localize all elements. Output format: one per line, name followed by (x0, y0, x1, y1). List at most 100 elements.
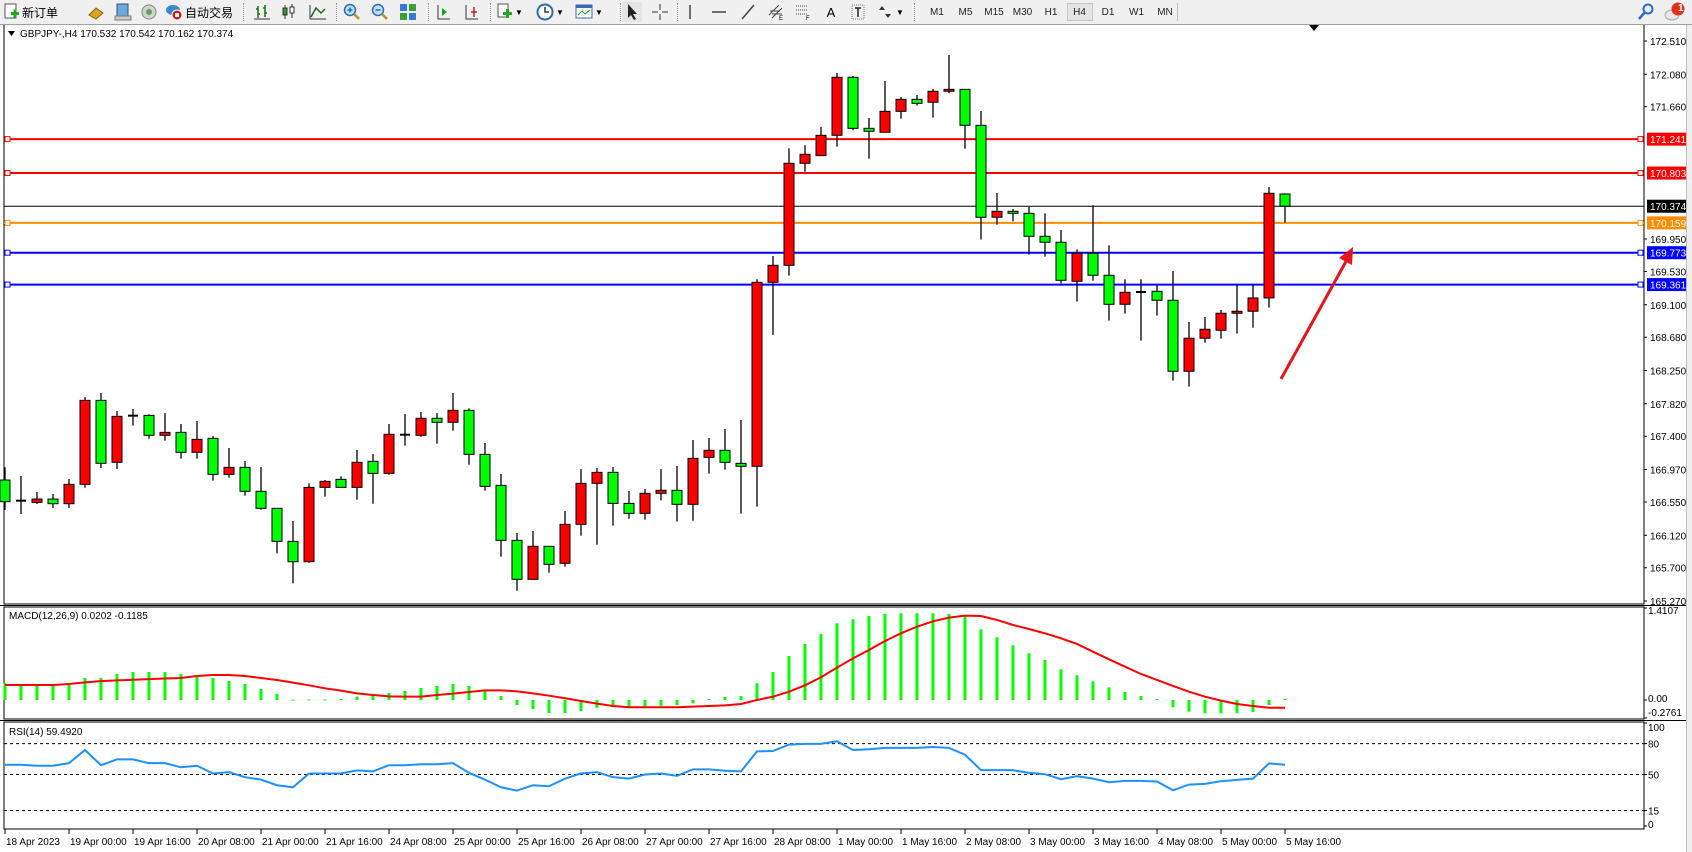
candle (175, 424, 187, 459)
macd-histogram-bar (851, 619, 855, 700)
macd-histogram-bar (963, 616, 967, 700)
autoscroll-button[interactable] (461, 2, 481, 22)
candle-body (751, 281, 763, 467)
macd-histogram-bar (819, 634, 823, 700)
candle-body (543, 545, 555, 565)
macd-histogram-bar (643, 699, 647, 707)
candle (1215, 309, 1227, 339)
fibonacci-tool-button[interactable]: F (793, 2, 813, 22)
autotrading-button[interactable]: 自动交易 (165, 2, 233, 22)
equidistant-channel-tool-button[interactable]: E (766, 2, 786, 22)
zoom-out-button[interactable] (370, 2, 390, 22)
timeframe-m15[interactable]: M15 (984, 6, 1004, 18)
text-tool-button[interactable]: A (821, 2, 841, 22)
candlestick-icon (282, 4, 295, 19)
candle (0, 467, 11, 511)
candle-body (463, 409, 475, 455)
candle-body (303, 486, 315, 563)
data-window-button[interactable] (113, 2, 133, 22)
candle-body (591, 471, 603, 484)
macd-histogram-bar (99, 678, 103, 700)
periods-dropdown[interactable]: ▼ (535, 2, 565, 22)
timeframe-d1[interactable]: D1 (1101, 6, 1115, 18)
symbol-menu-triangle-icon[interactable] (8, 31, 15, 36)
fibonacci-icon: F (796, 5, 810, 21)
candle-body (111, 415, 123, 463)
candle (511, 533, 523, 591)
timeframe-h1[interactable]: H1 (1044, 6, 1058, 18)
bar-chart-button[interactable] (252, 2, 272, 22)
candle (1247, 284, 1259, 328)
arrows-dropdown[interactable]: ▼ (876, 2, 906, 22)
macd-histogram-bar (515, 699, 519, 706)
candle-body (383, 433, 395, 474)
price-tick-label: 166.970 (1650, 466, 1687, 477)
macd-histogram-bar (1187, 699, 1191, 712)
notifications-button[interactable]: 1 (1662, 2, 1688, 22)
macd-histogram-bar (499, 696, 503, 700)
signals-button[interactable] (139, 2, 159, 22)
macd-histogram-bar (627, 699, 631, 707)
line-chart-button[interactable] (308, 2, 328, 22)
chart-shift-button[interactable] (433, 2, 453, 22)
horizontal-line-tool-button[interactable] (709, 2, 729, 22)
timeframe-mn[interactable]: MN (1157, 6, 1173, 18)
crosshair-tool-button[interactable] (650, 2, 670, 22)
timeframe-h4[interactable]: H4 (1066, 3, 1093, 21)
timeframe-w1[interactable]: W1 (1129, 6, 1144, 18)
candle (303, 483, 315, 563)
candle-body (687, 457, 699, 505)
level-handle-right (1637, 249, 1644, 256)
macd-panel (3, 606, 1645, 720)
time-tick-label: 19 Apr 16:00 (134, 837, 191, 848)
templates-dropdown[interactable]: ▼ (574, 2, 604, 22)
macd-histogram-bar (243, 684, 247, 700)
indicators-dropdown[interactable]: ▼ (495, 2, 525, 22)
separator (1177, 3, 1179, 21)
red-arrow-annotation[interactable] (1279, 247, 1353, 380)
tile-windows-button[interactable] (398, 2, 418, 22)
candle-body (639, 492, 651, 514)
cursor-tool-button[interactable] (622, 2, 642, 22)
time-tick-label: 25 Apr 16:00 (518, 837, 575, 848)
macd-histogram-bar (995, 637, 999, 700)
macd-histogram-bar (739, 696, 743, 700)
macd-histogram-bar (1059, 669, 1063, 700)
bar-chart-icon (254, 5, 270, 20)
new-order-button[interactable]: 新订单 (4, 2, 58, 22)
candle-body (239, 466, 251, 492)
price-tick-label: 171.660 (1650, 103, 1687, 114)
vertical-line-tool-button[interactable] (680, 2, 700, 22)
chart-shift-marker-icon[interactable] (1309, 25, 1319, 31)
candle-body (927, 90, 939, 103)
text-label-tool-button[interactable] (848, 2, 868, 22)
price-level-label: 170.159 (1650, 219, 1687, 230)
current-price-label: 170.374 (1650, 202, 1687, 213)
macd-tick-label: 1.4107 (1648, 606, 1679, 617)
candle (128, 409, 138, 426)
time-tick-label: 26 Apr 08:00 (582, 837, 639, 848)
search-button[interactable] (1636, 2, 1656, 22)
candle (1136, 279, 1146, 341)
add-indicator-icon (497, 3, 513, 18)
candle (223, 448, 235, 478)
time-tick-label: 1 May 00:00 (838, 837, 893, 848)
timeframe-m1[interactable]: M1 (930, 6, 944, 18)
zoom-out-icon (371, 3, 388, 20)
trendline-tool-button[interactable] (738, 2, 758, 22)
candle-body (447, 409, 459, 423)
macd-histogram-bar (19, 684, 23, 700)
timeframe-m5[interactable]: M5 (958, 6, 973, 18)
macd-histogram-bar (483, 690, 487, 700)
candle-chart-button[interactable] (279, 2, 299, 22)
timeframe-m30[interactable]: M30 (1012, 6, 1033, 18)
zoom-in-button[interactable] (342, 2, 362, 22)
candle (1279, 193, 1291, 223)
macd-histogram-bar (451, 684, 455, 700)
price-tick-label: 169.530 (1650, 267, 1687, 278)
candle-body (1231, 310, 1243, 314)
market-watch-button[interactable] (86, 2, 106, 22)
candle (447, 393, 459, 431)
macd-histogram-bar (579, 699, 583, 712)
